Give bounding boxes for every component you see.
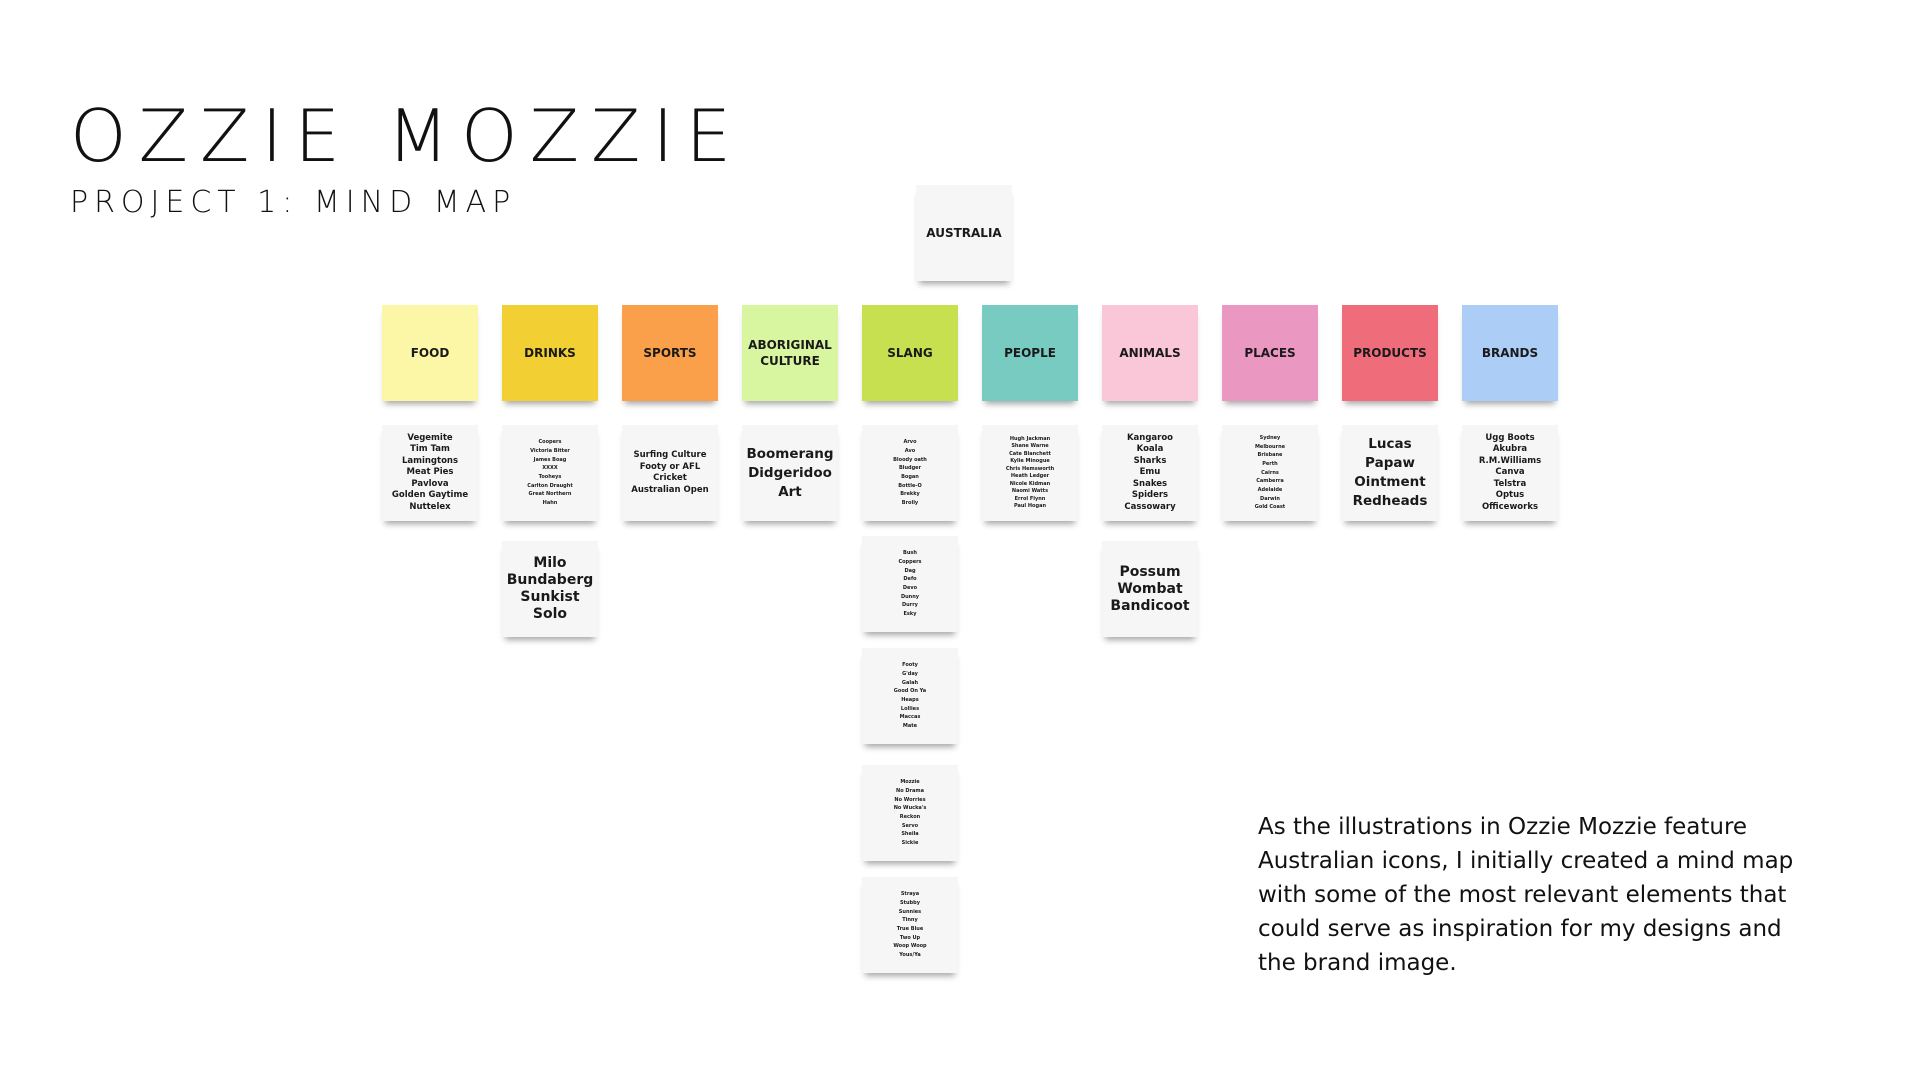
note-slang-2: Bush Coppers Dag Defo Devo Dunny Durry E… [862, 536, 958, 632]
note-brands-items: Ugg Boots Akubra R.M.Williams Canva Tels… [1462, 425, 1558, 521]
note-drinks-beers: Coopers Victoria Bitter James Boag XXXX … [502, 425, 598, 521]
note-animals-2: Possum Wombat Bandicoot [1102, 541, 1198, 637]
note-places-items: Sydney Melbourne Brisbane Perth Cairns C… [1222, 425, 1318, 521]
category-note-aboriginal-culture: ABORIGINAL CULTURE [742, 305, 838, 401]
note-people-items: Hugh Jackman Shane Warne Cate Blanchett … [982, 425, 1078, 521]
category-note-slang: SLANG [862, 305, 958, 401]
note-slang-4: Mozzie No Drama No Worries No Wucka's Re… [862, 765, 958, 861]
page-subtitle: PROJECT 1: MIND MAP [70, 185, 517, 220]
note-animals-1: Kangaroo Koala Sharks Emu Snakes Spiders… [1102, 425, 1198, 521]
note-food-items: Vegemite Tim Tam Lamingtons Meat Pies Pa… [382, 425, 478, 521]
note-products-items: Lucas Papaw Ointment Redheads [1342, 425, 1438, 521]
category-note-places: PLACES [1222, 305, 1318, 401]
note-slang-1: Arvo Avo Bloody oath Bludger Bogan Bottl… [862, 425, 958, 521]
category-note-food: FOOD [382, 305, 478, 401]
note-slang-3: Footy G'day Galah Good On Ya Heaps Lolli… [862, 648, 958, 744]
category-note-sports: SPORTS [622, 305, 718, 401]
note-sports-items: Surfing Culture Footy or AFL Cricket Aus… [622, 425, 718, 521]
category-note-people: PEOPLE [982, 305, 1078, 401]
category-note-drinks: DRINKS [502, 305, 598, 401]
category-note-animals: ANIMALS [1102, 305, 1198, 401]
note-slang-5: Straya Stubby Sunnies Tinny True Blue Tw… [862, 877, 958, 973]
category-note-products: PRODUCTS [1342, 305, 1438, 401]
note-drinks-soft: Milo Bundaberg Sunkist Solo [502, 541, 598, 637]
root-note-australia: AUSTRALIA [916, 185, 1012, 281]
page-title: OZZIE MOZZIE [70, 94, 744, 178]
category-note-brands: BRANDS [1462, 305, 1558, 401]
description-text: As the illustrations in Ozzie Mozzie fea… [1258, 814, 1794, 976]
note-aboriginal-items: Boomerang Didgeridoo Art [742, 425, 838, 521]
